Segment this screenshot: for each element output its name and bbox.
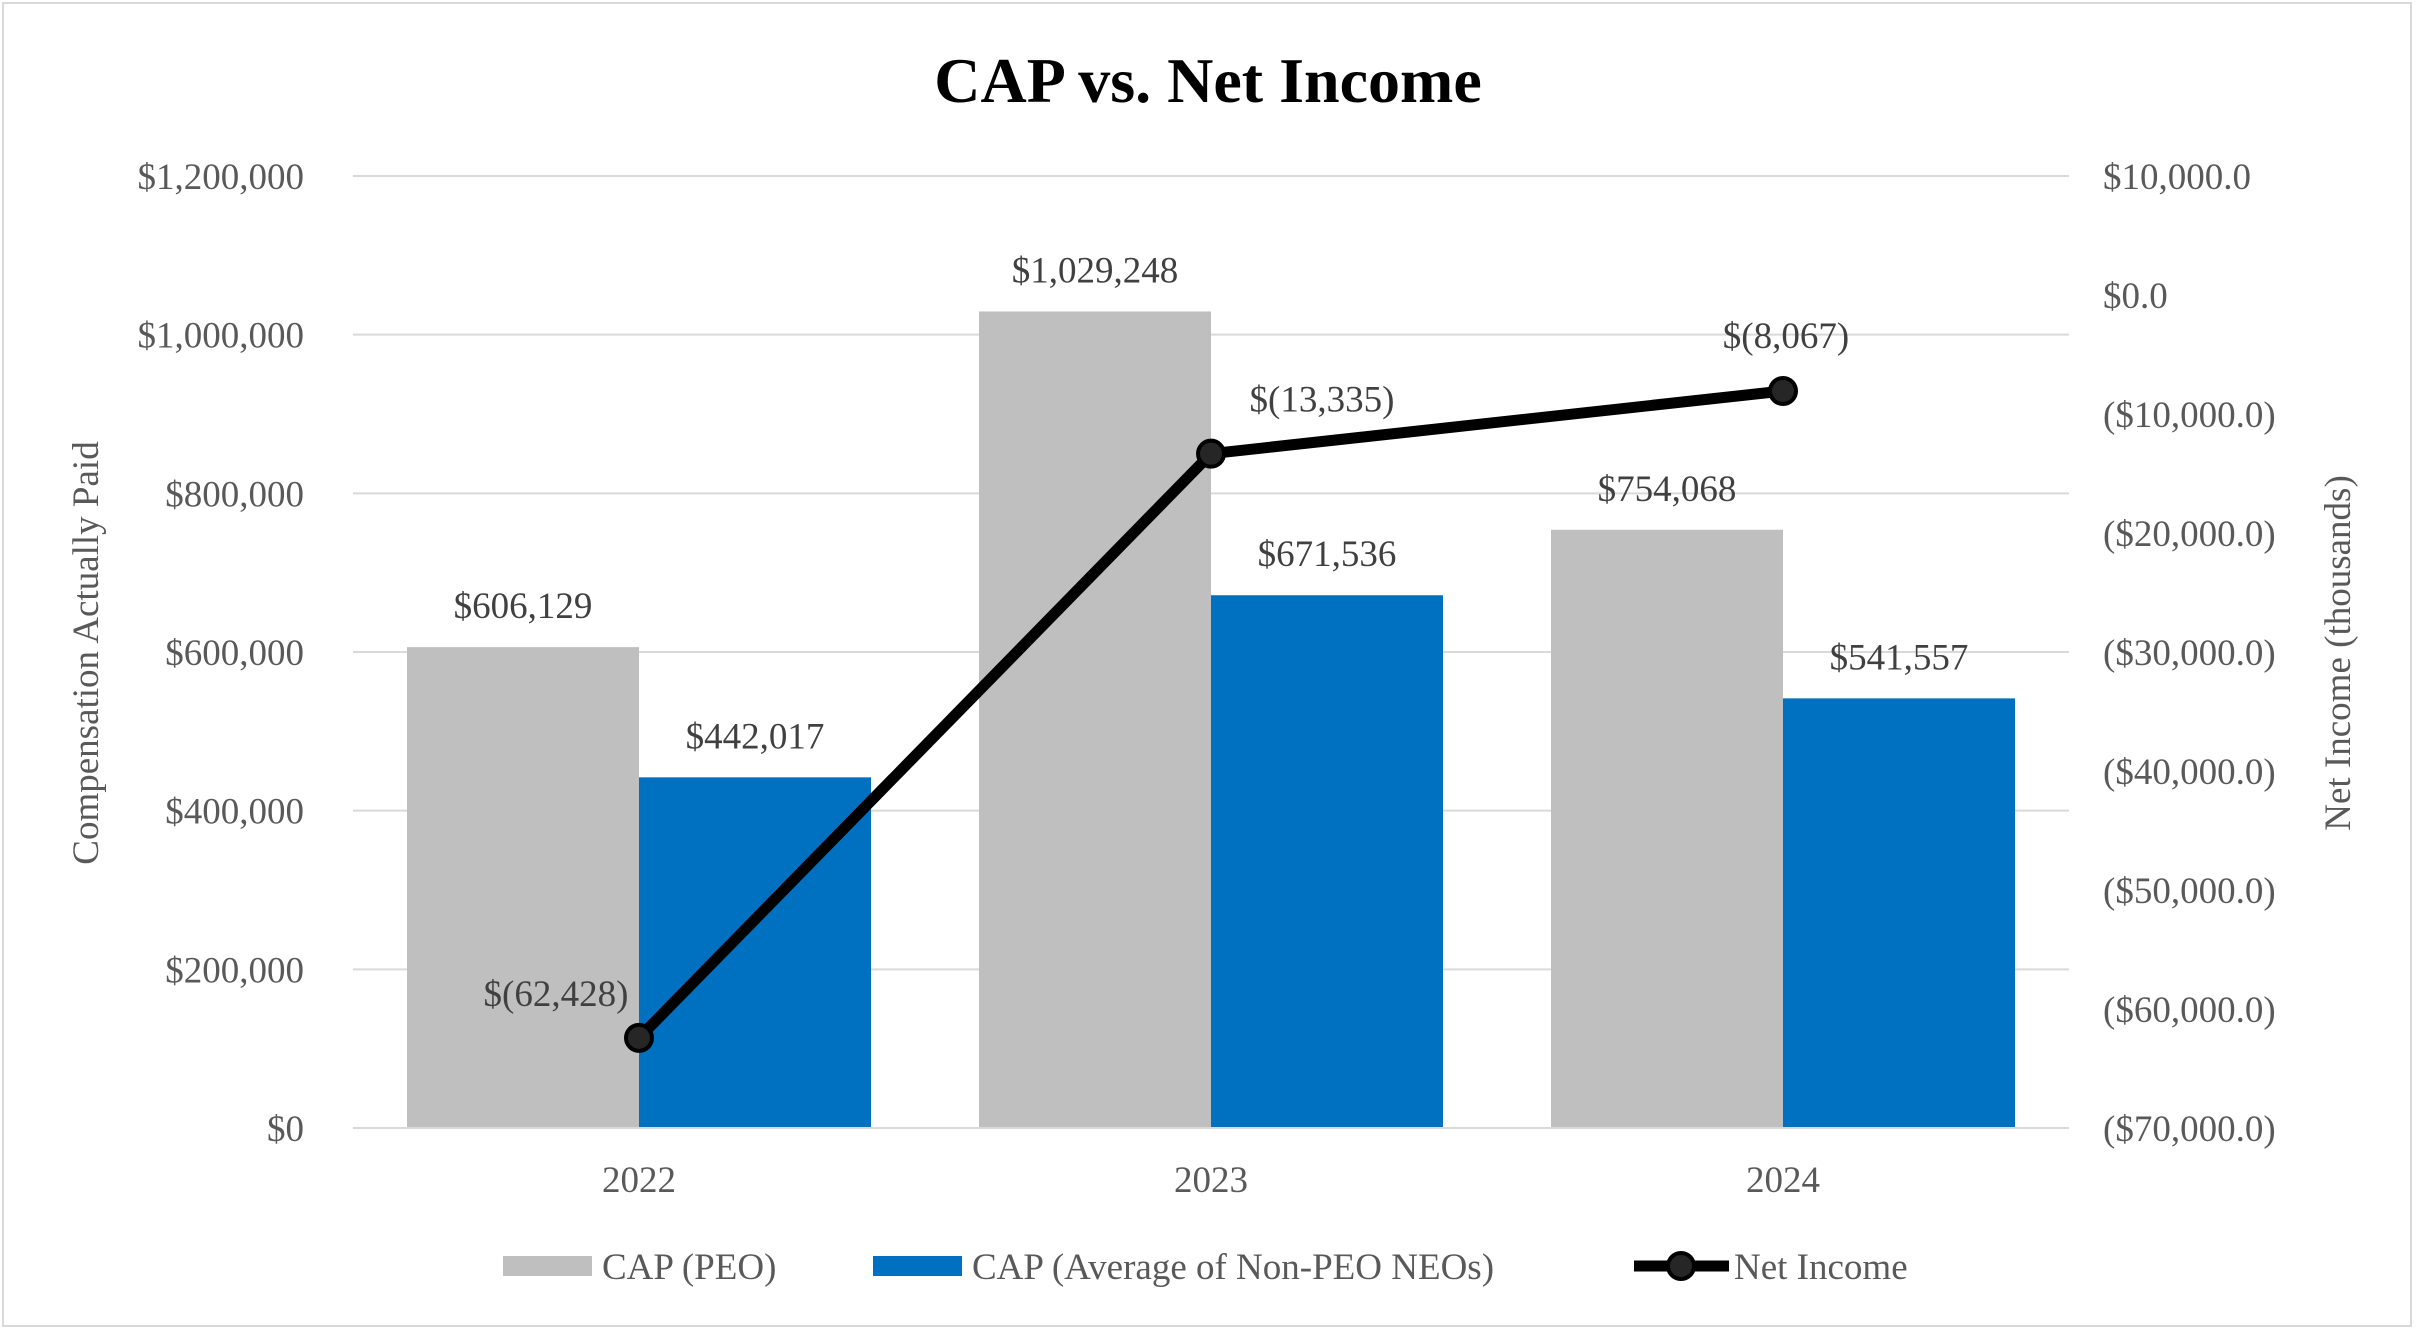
bar-cap-non-peo	[1211, 595, 1443, 1128]
label-cap-non-peo: $442,017	[686, 716, 825, 757]
y2-axis-title: Net Income (thousands)	[2318, 475, 2359, 831]
y2-tick-label: ($60,000.0)	[2103, 990, 2276, 1031]
label-cap-non-peo: $671,536	[1258, 534, 1397, 575]
x-tick-label: 2023	[1174, 1160, 1248, 1201]
y-tick-label: $200,000	[165, 950, 304, 991]
y-tick-label: $400,000	[165, 792, 304, 833]
y-tick-label: $1,200,000	[138, 157, 305, 198]
y2-tick-label: ($30,000.0)	[2103, 633, 2276, 674]
label-net-income: $(8,067)	[1723, 316, 1849, 357]
y2-tick-label: ($20,000.0)	[2103, 514, 2276, 555]
y-tick-label: $600,000	[165, 633, 304, 674]
net-income-marker	[624, 1022, 654, 1053]
label-cap-peo: $754,068	[1598, 469, 1737, 510]
bar-cap-peo	[407, 647, 639, 1128]
legend-label-cap-non-peo: CAP (Average of Non-PEO NEOs)	[972, 1247, 1494, 1288]
bars	[407, 311, 2015, 1128]
legend-label-cap-peo: CAP (PEO)	[602, 1247, 776, 1288]
y2-tick-label: $10,000.0	[2103, 157, 2251, 198]
y-tick-label: $800,000	[165, 474, 304, 515]
label-cap-non-peo: $541,557	[1830, 637, 1969, 678]
label-cap-peo: $1,029,248	[1012, 250, 1179, 291]
x-tick-label: 2024	[1746, 1160, 1820, 1201]
bar-cap-peo	[1551, 529, 1783, 1128]
net-income-marker	[1768, 375, 1798, 406]
chart-title: CAP vs. Net Income	[934, 45, 1481, 116]
bar-cap-non-peo	[1783, 698, 2015, 1128]
net-income-line-group	[624, 375, 1798, 1053]
y2-tick-label: ($70,000.0)	[2103, 1109, 2276, 1150]
y2-tick-label: ($50,000.0)	[2103, 871, 2276, 912]
bar-cap-peo	[979, 311, 1211, 1128]
legend-swatch-cap-peo	[503, 1256, 592, 1276]
y2-tick-label: ($10,000.0)	[2103, 395, 2276, 436]
x-axis-ticks: 2022 2023 2024	[602, 1160, 1820, 1201]
y2-tick-label: $0.0	[2103, 276, 2168, 317]
y2-tick-label: ($40,000.0)	[2103, 752, 2276, 793]
label-net-income: $(62,428)	[484, 974, 629, 1015]
x-tick-label: 2022	[602, 1160, 676, 1201]
legend-marker-net-income	[1666, 1251, 1696, 1281]
label-net-income: $(13,335)	[1250, 380, 1395, 421]
label-cap-peo: $606,129	[454, 586, 593, 627]
right-axis-ticks: ($70,000.0) ($60,000.0) ($50,000.0) ($40,00…	[2103, 157, 2276, 1150]
data-labels: $606,129 $442,017 $1,029,248 $671,536 $754,0…	[454, 250, 1969, 1014]
legend: CAP (PEO) CAP (Average of Non-PEO NEOs) Ne…	[503, 1247, 1908, 1288]
left-axis-ticks: $0 $200,000 $400,000 $600,000 $800,000 $1,000…	[138, 157, 305, 1150]
y-tick-label: $0	[267, 1109, 304, 1150]
y-axis-title: Compensation Actually Paid	[66, 441, 107, 865]
net-income-marker	[1196, 438, 1226, 469]
y-tick-label: $1,000,000	[138, 316, 305, 357]
legend-label-net-income: Net Income	[1734, 1247, 1908, 1288]
legend-swatch-cap-non-peo	[873, 1256, 962, 1276]
